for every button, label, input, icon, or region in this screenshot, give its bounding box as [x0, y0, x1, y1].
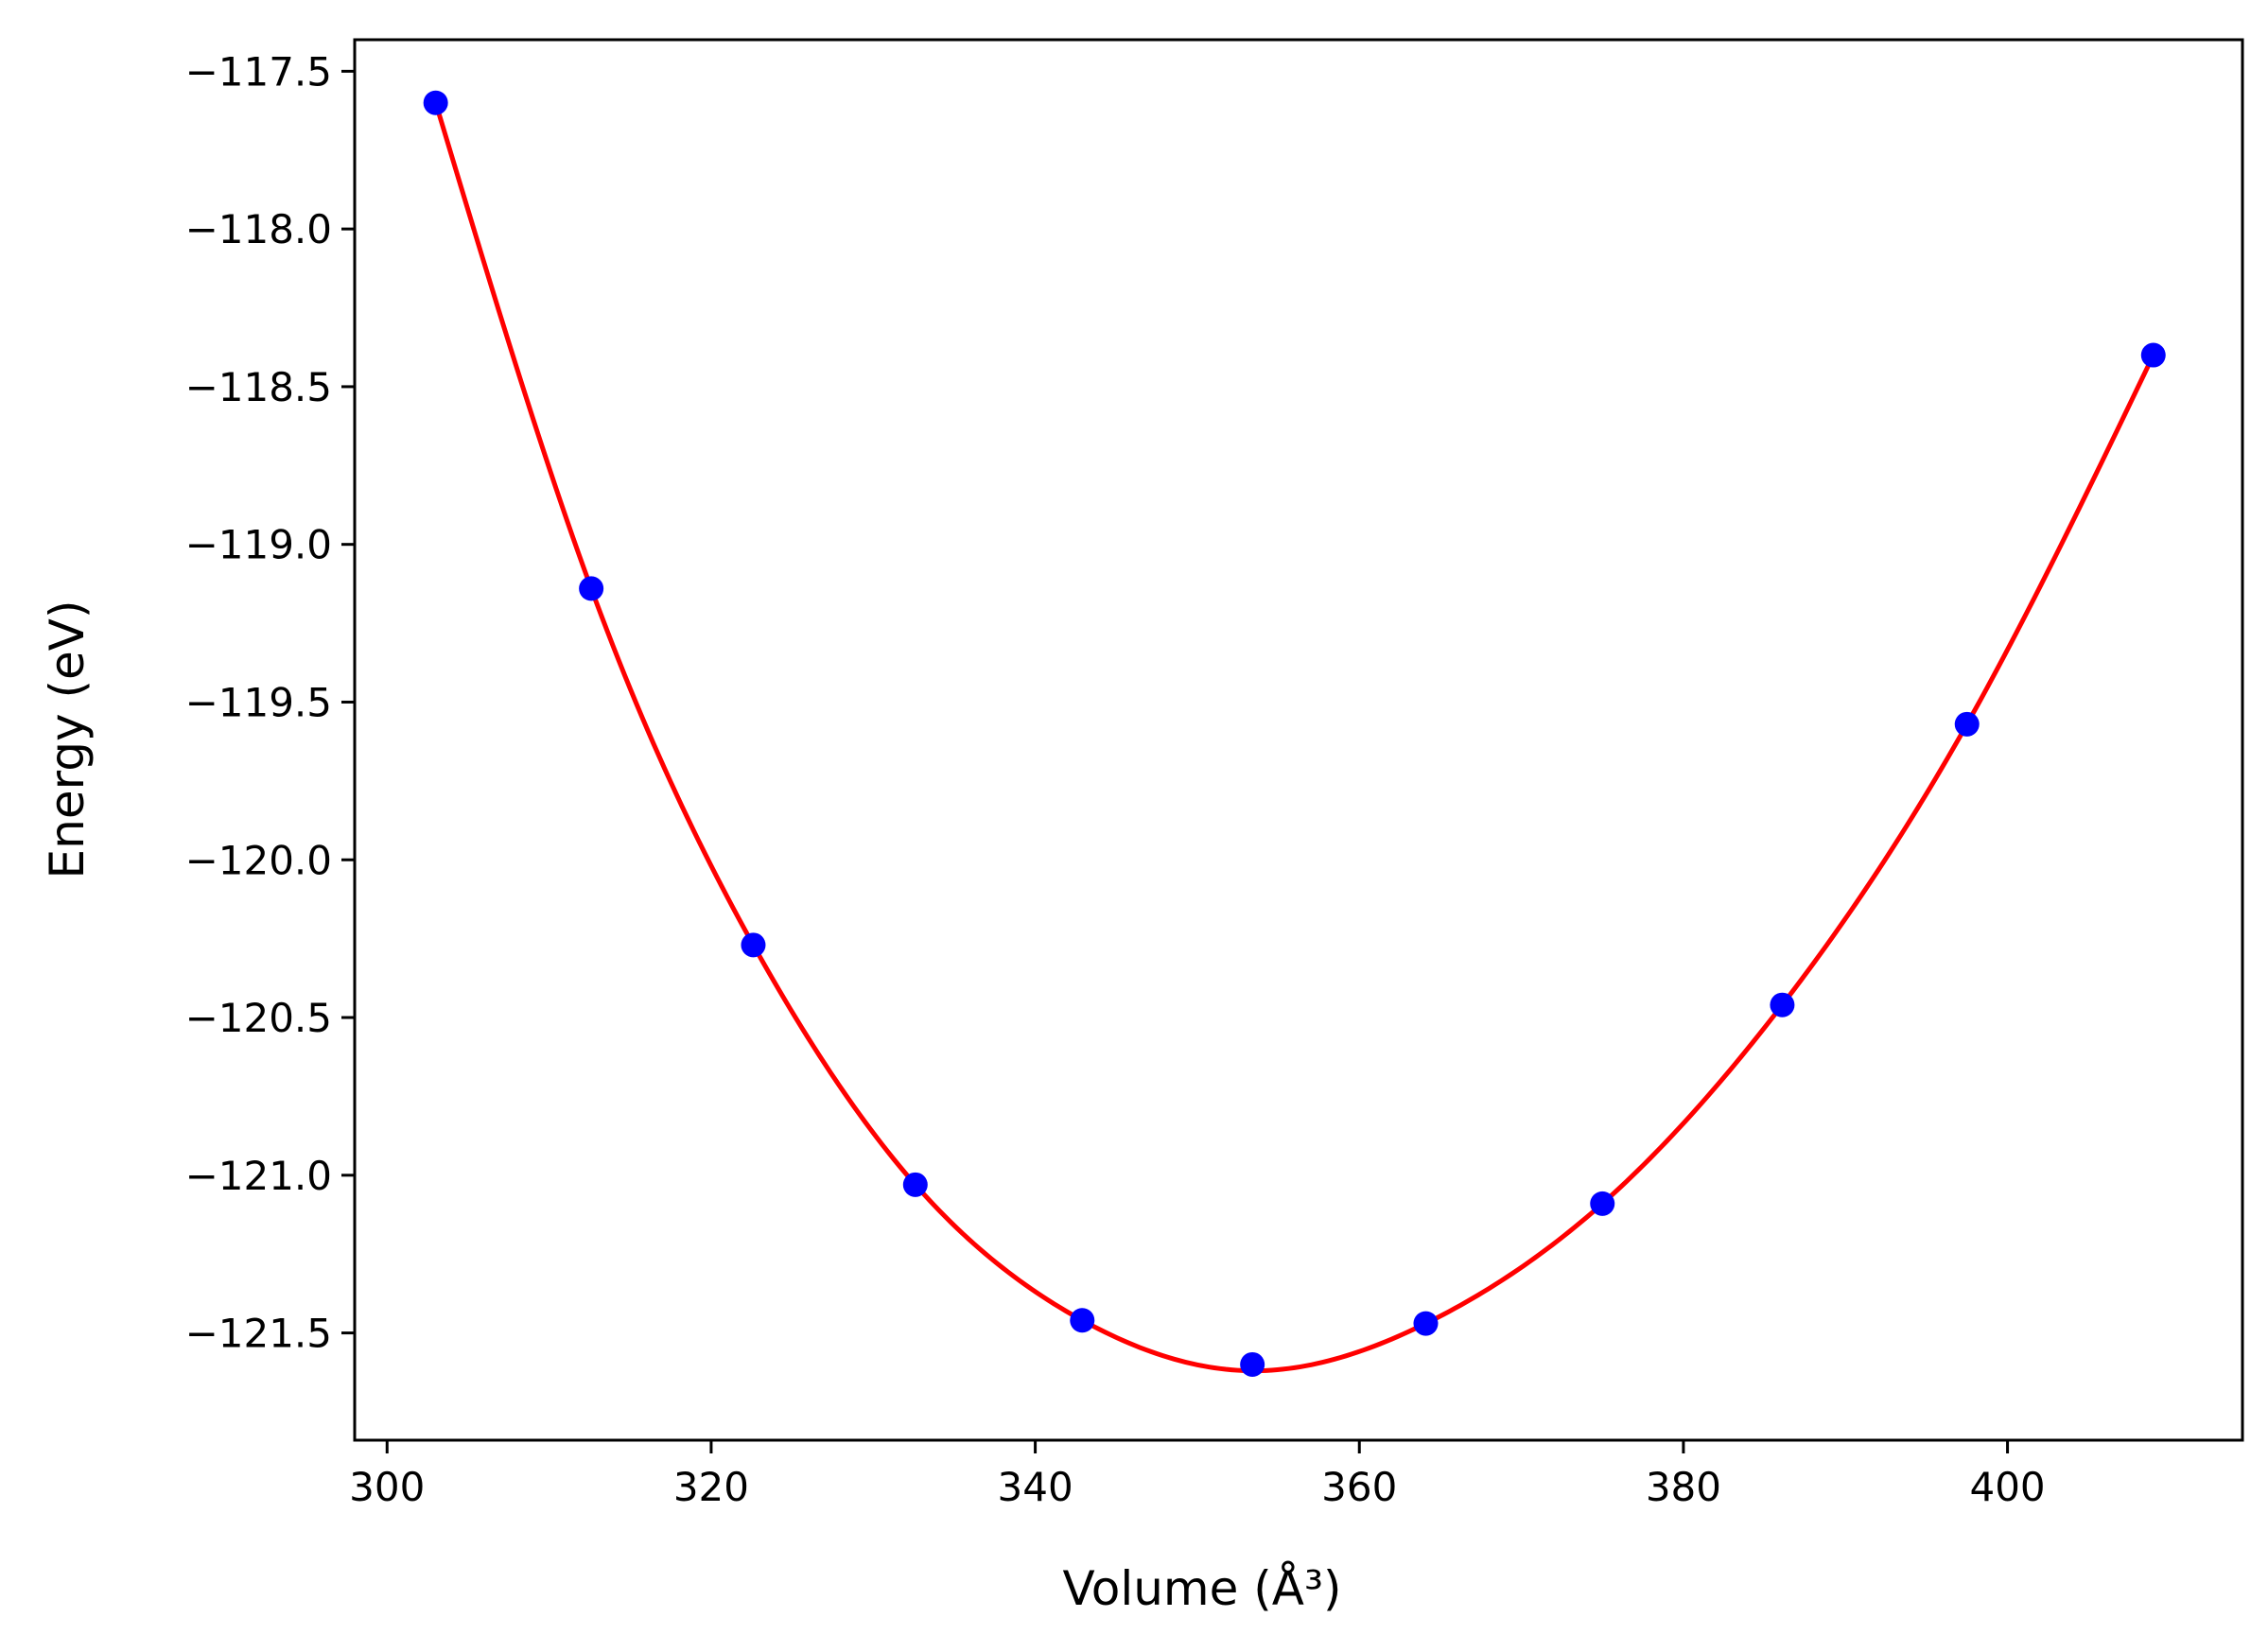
y-tick-label: −120.0 [185, 837, 332, 883]
data-point [1590, 1191, 1615, 1216]
x-tick-label: 360 [1321, 1464, 1397, 1510]
data-point [1954, 711, 1980, 737]
y-tick-label: −118.0 [185, 206, 332, 252]
plot-area [423, 90, 2166, 1377]
y-tick-labels: −117.5 −118.0 −118.5 −119.0 −119.5 −120.0 −120… [185, 48, 332, 1356]
tick-marks [341, 69, 2010, 1453]
y-tick-label: −120.5 [185, 995, 332, 1041]
x-tick-labels: 300 320 340 360 380 400 [349, 1464, 2045, 1510]
x-tick-label: 340 [998, 1464, 1073, 1510]
y-tick-label: −121.0 [185, 1153, 332, 1199]
y-tick-label: −118.5 [185, 364, 332, 410]
data-point [2140, 342, 2166, 368]
data-point [1240, 1351, 1265, 1377]
x-tick-label: 380 [1646, 1464, 1721, 1510]
y-tick-label: −117.5 [185, 48, 332, 95]
x-axis-label: Volume (Å³) [1062, 1561, 1341, 1616]
y-tick-label: −121.5 [185, 1311, 332, 1357]
x-tick-label: 400 [1969, 1464, 2045, 1510]
data-point [741, 932, 766, 958]
data-point [1770, 992, 1795, 1017]
data-point [1070, 1308, 1095, 1333]
data-point [902, 1172, 928, 1197]
data-point [423, 90, 448, 115]
x-tick-label: 320 [673, 1464, 749, 1510]
y-axis-label: Energy (eV) [40, 600, 95, 879]
plot-frame [353, 38, 2244, 1442]
y-tick-label: −119.5 [185, 679, 332, 725]
y-tick-label: −119.0 [185, 522, 332, 568]
data-point [579, 576, 604, 601]
data-point [1413, 1311, 1439, 1336]
fit-curve [433, 101, 2156, 1374]
x-tick-label: 300 [349, 1464, 425, 1510]
